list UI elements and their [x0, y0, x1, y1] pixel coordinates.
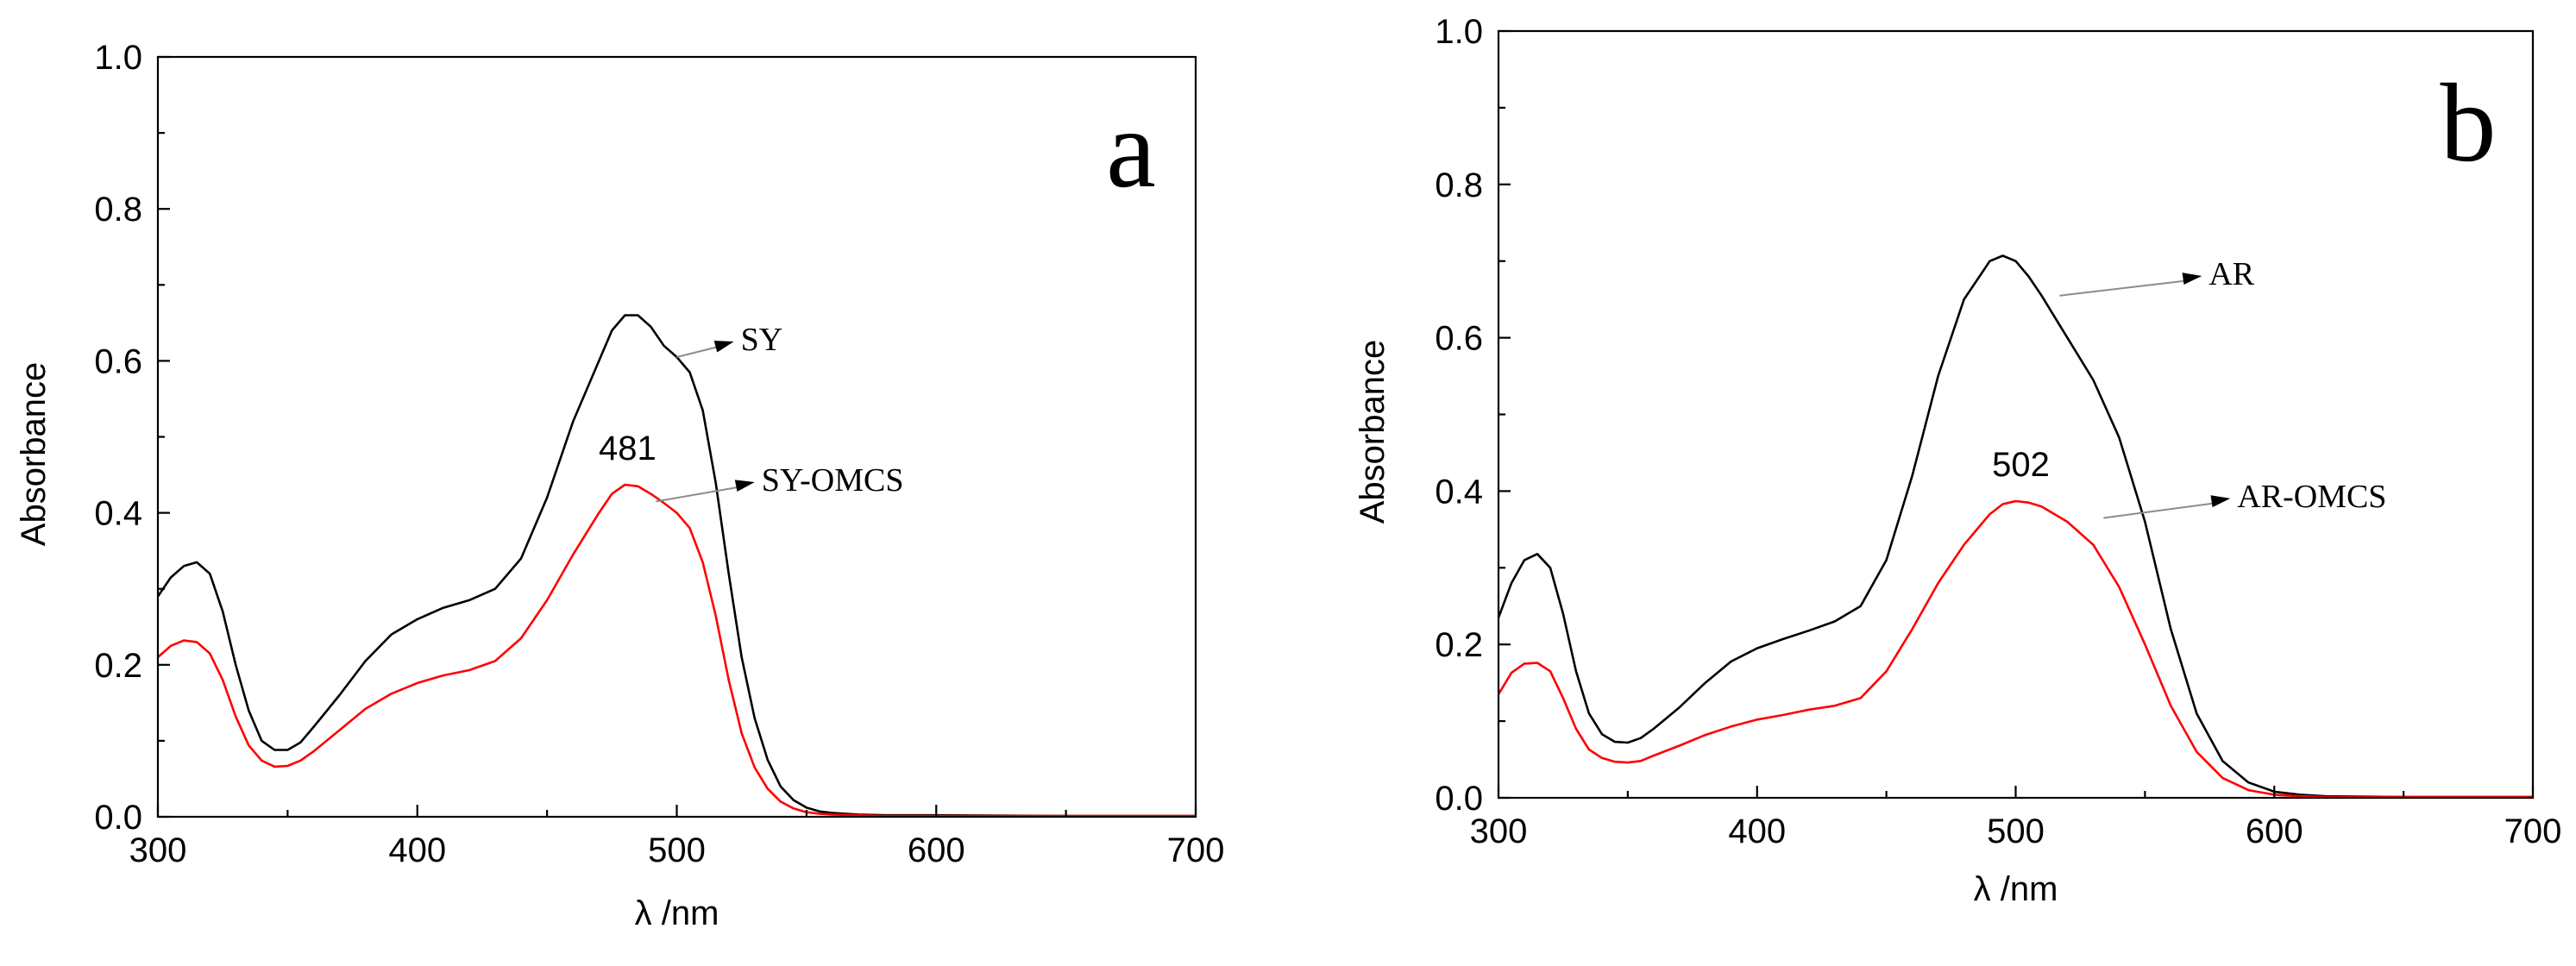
- series-line-sy: [156, 314, 1196, 818]
- y-tick-label: 1.0: [1435, 13, 1483, 51]
- series-pointer-line: [676, 344, 722, 358]
- series-label-ar: AR: [2208, 256, 2254, 292]
- y-tick-label: 0.2: [1435, 626, 1483, 664]
- series-label-sy: SY: [741, 322, 783, 358]
- peak-wavelength-label: 481: [599, 430, 657, 467]
- series-pointer-arrowhead: [2182, 273, 2202, 285]
- x-tick-label: 600: [2246, 812, 2303, 850]
- x-tick-label: 700: [1167, 831, 1225, 869]
- y-axis-title: Absorbance: [15, 362, 53, 546]
- x-tick-label: 500: [1987, 812, 2045, 850]
- x-tick-label: 400: [388, 831, 446, 869]
- series-label-ar-omcs: AR-OMCS: [2237, 479, 2386, 515]
- plot-frame: [156, 55, 1197, 819]
- x-tick-label: 500: [648, 831, 706, 869]
- y-tick-label: 0.6: [1435, 320, 1483, 358]
- y-tick-label: 0.0: [1435, 780, 1483, 818]
- series-line-sy-omcs: [157, 483, 1196, 818]
- series-pointer-arrowhead: [2210, 495, 2231, 508]
- series-label-sy-omcs: SY-OMCS: [762, 462, 904, 499]
- x-tick-label: 700: [2504, 812, 2562, 850]
- panel-a: 300 400 500 600 700 0.0 0.2 0.4 0.6 0.8 1.0 λ /nm Ab…: [15, 39, 1224, 932]
- y-tick-label: 0.8: [94, 191, 142, 229]
- y-tick-label: 1.0: [94, 39, 142, 77]
- y-tick-label: 0.4: [94, 495, 142, 533]
- y-tick-label: 0.0: [94, 799, 142, 837]
- panel-label: a: [1106, 87, 1156, 211]
- x-tick-label: 300: [1470, 812, 1528, 850]
- plot-frame: [1497, 29, 2535, 800]
- panel-b: 300 400 500 600 700 0.0 0.2 0.4 0.6 0.8 1.0 λ /nm Ab…: [1354, 13, 2561, 908]
- series-pointer-line: [2103, 501, 2219, 519]
- y-tick-label: 0.8: [1435, 166, 1483, 204]
- series-pointer-arrowhead: [734, 480, 755, 492]
- series-pointer-line: [2059, 279, 2190, 297]
- x-axis-title: λ /nm: [1974, 870, 2058, 908]
- peak-wavelength-label: 502: [1992, 446, 2050, 484]
- series-line-ar: [1497, 254, 2533, 799]
- x-tick-label: 600: [908, 831, 965, 869]
- x-tick-label: 400: [1728, 812, 1786, 850]
- y-axis-title: Absorbance: [1354, 340, 1392, 524]
- y-tick-label: 0.2: [94, 647, 142, 685]
- y-tick-label: 0.6: [94, 342, 142, 380]
- series-pointer-arrowhead: [713, 340, 734, 353]
- x-tick-label: 300: [129, 831, 187, 869]
- y-tick-label: 0.4: [1435, 473, 1483, 511]
- x-axis-title: λ /nm: [635, 894, 719, 932]
- panel-label: b: [2441, 61, 2497, 185]
- series-line-ar-omcs: [1497, 499, 2533, 799]
- series-pointer-line: [656, 485, 743, 503]
